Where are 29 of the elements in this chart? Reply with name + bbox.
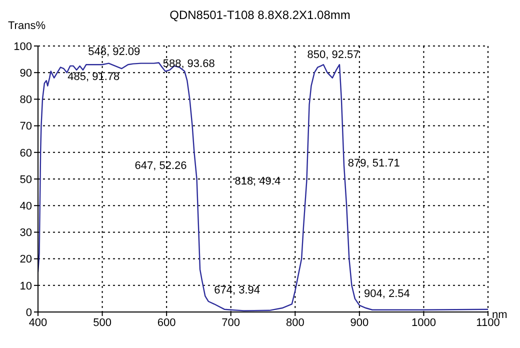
y-tick-label: 80 bbox=[20, 94, 32, 106]
y-tick-label: 20 bbox=[20, 254, 32, 266]
annotation: 588, 93.68 bbox=[162, 58, 215, 70]
annotation: 674, 3.94 bbox=[214, 284, 260, 297]
y-tick-label: 40 bbox=[20, 200, 32, 213]
y-tick-label: 30 bbox=[20, 227, 32, 240]
y-tick-label: 70 bbox=[20, 120, 32, 133]
x-tick-label: 800 bbox=[286, 316, 304, 329]
x-tick-label: 500 bbox=[93, 316, 112, 329]
y-tick-label: 10 bbox=[20, 280, 32, 292]
y-tick-label: 0 bbox=[26, 306, 32, 319]
y-tick-label: 90 bbox=[20, 68, 32, 80]
annotation: 818, 49.4 bbox=[234, 176, 281, 188]
annotation: 548, 92.09 bbox=[88, 46, 140, 58]
annotation: 879, 51.71 bbox=[348, 157, 400, 170]
y-tick-label: 100 bbox=[14, 40, 32, 53]
y-axis-title: Trans% bbox=[8, 20, 46, 32]
annotation: 850, 92.57 bbox=[307, 48, 360, 61]
annotation: 485, 91.78 bbox=[68, 70, 120, 83]
x-tick-label: 400 bbox=[28, 316, 48, 329]
y-tick-label: 50 bbox=[20, 174, 32, 186]
x-tick-label: 600 bbox=[157, 316, 176, 329]
chart-title: QDN8501-T108 8.8X8.2X1.08mm bbox=[170, 8, 350, 22]
annotation: 904, 2.54 bbox=[364, 288, 410, 300]
x-tick-label: 900 bbox=[350, 316, 369, 329]
x-tick-label: 700 bbox=[222, 316, 240, 329]
y-tick-label: 60 bbox=[20, 147, 32, 160]
annotation: 647, 52.26 bbox=[134, 160, 187, 172]
x-tick-label: 1000 bbox=[411, 316, 436, 329]
